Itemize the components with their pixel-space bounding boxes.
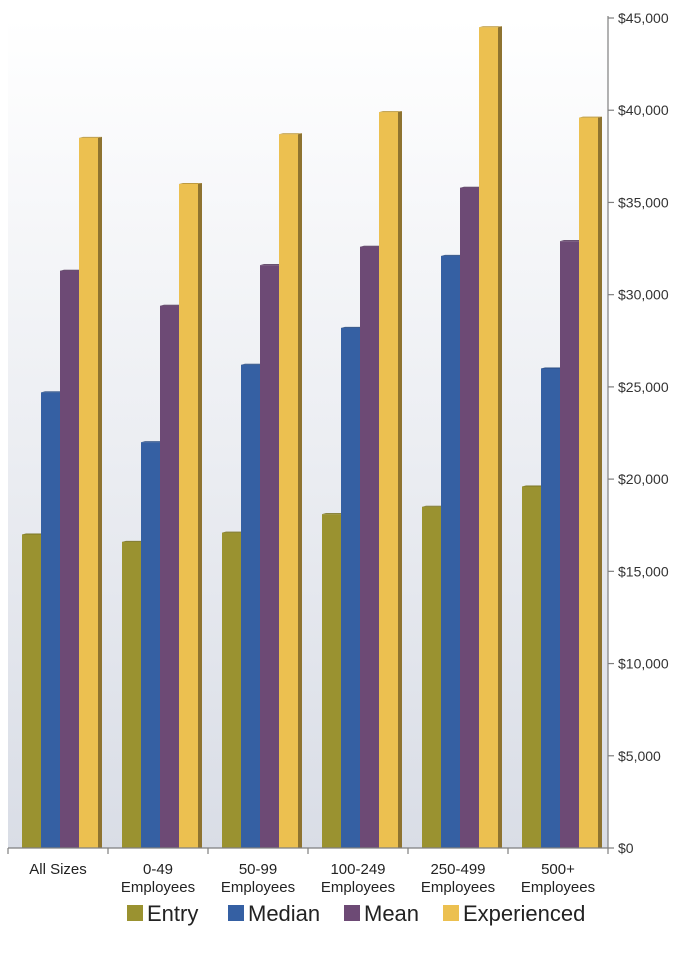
y-tick-label: $35,000 bbox=[618, 194, 669, 210]
y-tick-label: $0 bbox=[618, 840, 634, 856]
legend-swatch bbox=[344, 905, 360, 921]
legend-label: Entry bbox=[147, 901, 198, 926]
legend-item: Experienced bbox=[443, 901, 585, 926]
bar bbox=[579, 116, 602, 849]
legend-swatch bbox=[228, 905, 244, 921]
y-tick-label: $40,000 bbox=[618, 102, 669, 118]
x-tick-label: 500+ Employees bbox=[521, 861, 595, 896]
x-tick-label: 0-49 Employees bbox=[121, 861, 195, 896]
y-tick-label: $25,000 bbox=[618, 379, 669, 395]
y-axis: $0 $5,000 $10,000 $15,000 $20,000 $25,000 $30,… bbox=[607, 10, 669, 856]
plot-background bbox=[8, 18, 608, 848]
legend-label: Experienced bbox=[463, 901, 585, 926]
x-tick-label: 50-99 Employees bbox=[221, 861, 295, 896]
bar bbox=[79, 136, 102, 848]
legend-item: Entry bbox=[127, 901, 198, 926]
legend: Entry Median Mean Experienced bbox=[127, 901, 585, 926]
bar bbox=[479, 26, 502, 848]
y-tick-label: $5,000 bbox=[618, 748, 661, 764]
y-tick-label: $30,000 bbox=[618, 287, 669, 303]
legend-label: Mean bbox=[364, 901, 419, 926]
bar bbox=[279, 133, 302, 848]
x-axis: All Sizes 0-49 Employees 50-99 Employees 100-… bbox=[7, 847, 609, 896]
legend-label: Median bbox=[248, 901, 320, 926]
y-tick-label: $15,000 bbox=[618, 563, 669, 579]
bar bbox=[179, 183, 202, 848]
bar bbox=[379, 111, 402, 849]
y-tick-label: $20,000 bbox=[618, 471, 669, 487]
x-tick-label: All Sizes bbox=[29, 861, 87, 878]
bars-group bbox=[22, 26, 602, 849]
y-tick-label: $10,000 bbox=[618, 656, 669, 672]
legend-item: Median bbox=[228, 901, 320, 926]
x-tick-label: 250-499 Employees bbox=[421, 861, 495, 896]
y-tick-label: $45,000 bbox=[618, 10, 669, 26]
legend-swatch bbox=[443, 905, 459, 921]
legend-item: Mean bbox=[344, 901, 419, 926]
legend-swatch bbox=[127, 905, 143, 921]
x-tick-label: 100-249 Employees bbox=[321, 861, 395, 896]
